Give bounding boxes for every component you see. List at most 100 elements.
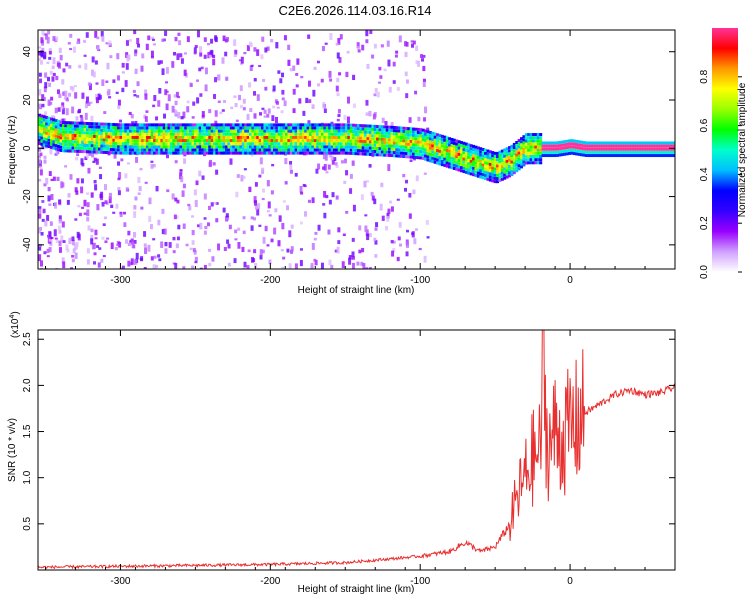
spectrogram-noise	[89, 101, 93, 104]
spectrogram-noise	[96, 204, 100, 211]
spectrogram-cell	[126, 145, 130, 149]
spectrogram-cell	[510, 151, 514, 155]
spectrogram-noise	[341, 261, 345, 268]
spectrogram-cell	[496, 180, 500, 184]
spectrogram-noise	[338, 57, 342, 63]
spectrogram-cell	[589, 154, 593, 158]
spectrogram-cell	[438, 162, 442, 166]
spectrogram-cell	[172, 126, 176, 130]
spectrogram-noise	[290, 249, 294, 254]
spectrogram-cell	[421, 156, 425, 160]
spectrogram-noise	[95, 97, 99, 104]
spectrogram-cell	[330, 148, 334, 152]
spectrogram-cell	[150, 145, 154, 149]
spectrogram-cell	[296, 139, 300, 143]
spectrogram-noise	[86, 248, 90, 254]
spectrogram-cell	[400, 129, 404, 133]
spectrogram-cell	[323, 129, 327, 133]
spectrogram-cell	[143, 126, 147, 130]
spectrogram-cell	[328, 142, 332, 146]
spectrogram-noise	[49, 148, 53, 155]
spectrogram-cell	[299, 148, 303, 152]
spectrogram-cell	[167, 135, 171, 139]
spectrogram-noise	[356, 261, 360, 266]
spectrogram-noise	[125, 187, 129, 192]
spectrogram-cell	[124, 123, 128, 127]
spectrogram-cell	[95, 150, 99, 154]
spectrogram-noise	[261, 188, 265, 193]
spectrogram-cell	[150, 126, 154, 130]
spectrogram-cell	[428, 146, 432, 150]
spectrogram-cell	[47, 141, 51, 145]
spectrogram-cell	[496, 158, 500, 162]
spectrogram-noise	[296, 58, 300, 65]
spectrogram-cell	[361, 124, 365, 128]
spectrogram-cell	[397, 132, 401, 136]
spectrogram-cell	[133, 132, 137, 136]
spectrogram-noise	[58, 247, 62, 253]
spectrogram-cell	[416, 127, 420, 131]
spectrogram-cell	[424, 157, 428, 161]
spectrogram-cell	[73, 130, 77, 134]
spectrogram-noise	[396, 198, 400, 201]
spectrogram-noise	[93, 180, 97, 184]
spectrogram-cell	[253, 145, 257, 149]
spectrogram-cell	[601, 144, 605, 148]
spectrogram-cell	[143, 123, 147, 127]
spectrogram-noise	[197, 224, 201, 228]
spectrogram-noise	[157, 100, 161, 107]
spectrogram-noise	[165, 81, 169, 84]
spectrogram-cell	[392, 132, 396, 136]
spectrogram-cell	[555, 150, 559, 154]
spectrogram-noise	[414, 90, 418, 95]
spectrogram-cell	[376, 125, 380, 129]
spectrogram-noise	[223, 246, 227, 251]
spectrogram-cell	[335, 123, 339, 127]
spectrogram-noise	[369, 267, 373, 269]
spectrogram-cell	[440, 163, 444, 167]
spectrogram-cell	[570, 145, 574, 149]
spectrogram-cell	[620, 154, 624, 158]
spectrogram-cell	[237, 139, 241, 143]
spectrogram-cell	[100, 135, 104, 139]
spectrogram-cell	[409, 136, 413, 140]
spectrogram-cell	[52, 130, 56, 134]
spectrogram-cell	[388, 147, 392, 151]
spectrogram-cell	[265, 148, 269, 152]
spectrogram-noise	[39, 78, 43, 84]
spectrogram-cell	[61, 130, 65, 134]
spectrogram-noise	[290, 224, 294, 229]
spectrogram-cell	[508, 149, 512, 153]
spectrogram-noise	[410, 40, 414, 43]
spectrogram-noise	[380, 182, 384, 188]
spectrogram-cell	[352, 130, 356, 134]
spectrogram-noise	[139, 167, 143, 171]
spectrogram-cell	[503, 167, 507, 171]
spectrogram-noise	[61, 221, 65, 228]
spectrogram-cell	[304, 139, 308, 143]
spectrogram-cell	[366, 130, 370, 134]
spectrogram-cell	[356, 133, 360, 137]
spectrogram-cell	[294, 129, 298, 133]
spectrogram-cell	[141, 126, 145, 130]
spectrogram-cell	[517, 154, 521, 158]
spectrogram-cell	[630, 154, 634, 158]
spectrogram-noise	[247, 249, 251, 253]
spectrogram-noise	[192, 248, 196, 253]
spectrogram-cell	[450, 144, 454, 148]
spectrogram-cell	[186, 129, 190, 133]
spectrogram-cell	[479, 147, 483, 151]
spectrogram-cell	[234, 126, 238, 130]
spectrogram-noise	[298, 98, 302, 104]
spectrogram-cell	[503, 173, 507, 177]
spectrogram-cell	[536, 145, 540, 149]
spectrogram-cell	[148, 151, 152, 155]
spectrogram-cell	[78, 121, 82, 125]
spectrogram-cell	[172, 129, 176, 133]
spectrogram-cell	[191, 126, 195, 130]
colorbar-gradient	[712, 28, 738, 272]
spectrogram-cell	[57, 141, 61, 145]
spectrogram-noise	[235, 191, 239, 198]
spectrogram-cell	[59, 123, 63, 127]
spectrogram-noise	[38, 46, 42, 49]
